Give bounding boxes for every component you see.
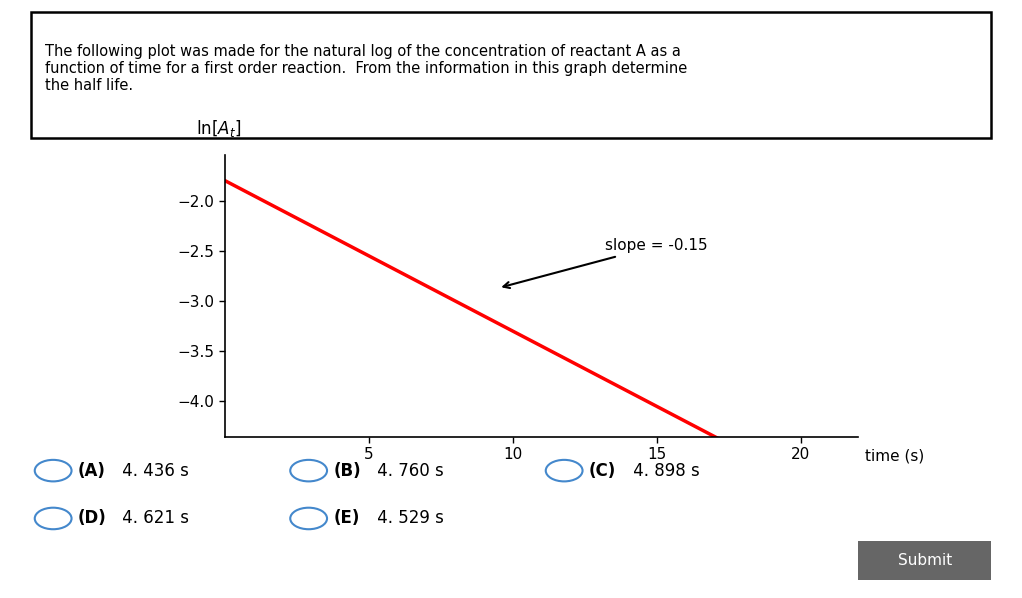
Text: The following plot was made for the natural log of the concentration of reactant: The following plot was made for the natu…	[45, 44, 688, 93]
Text: slope = -0.15: slope = -0.15	[504, 239, 707, 288]
Text: (C): (C)	[589, 462, 616, 480]
Text: (A): (A)	[78, 462, 105, 480]
FancyBboxPatch shape	[858, 541, 991, 580]
Text: (D): (D)	[78, 509, 106, 527]
Text: 4. 898 s: 4. 898 s	[628, 462, 699, 480]
Text: Submit: Submit	[897, 553, 953, 568]
Text: $\ln[A_t]$: $\ln[A_t]$	[196, 118, 241, 139]
Text: 4. 621 s: 4. 621 s	[117, 509, 188, 527]
Text: (B): (B)	[333, 462, 361, 480]
Text: time (s): time (s)	[865, 448, 924, 463]
Text: 4. 760 s: 4. 760 s	[372, 462, 444, 480]
Text: 4. 436 s: 4. 436 s	[117, 462, 188, 480]
FancyBboxPatch shape	[31, 12, 991, 138]
Text: (E): (E)	[333, 509, 360, 527]
Text: 4. 529 s: 4. 529 s	[372, 509, 444, 527]
